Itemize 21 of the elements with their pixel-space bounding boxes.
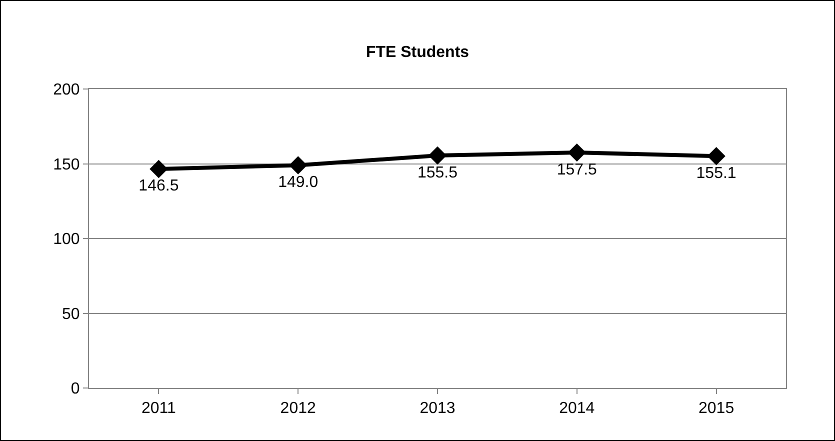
x-tick-label: 2011 <box>141 400 176 418</box>
data-label: 157.5 <box>556 161 598 178</box>
y-tick-label: 200 <box>53 82 80 99</box>
x-tick-label: 2012 <box>280 400 316 418</box>
x-tick-label: 2015 <box>698 400 734 418</box>
data-label: 146.5 <box>138 178 179 195</box>
point <box>428 146 447 165</box>
y-tick-label: 50 <box>62 306 80 323</box>
chart-title: FTE Students <box>366 44 470 62</box>
data-label: 149.0 <box>278 174 318 191</box>
point <box>289 156 308 174</box>
point <box>568 143 586 162</box>
y-tick-label: 150 <box>53 156 80 174</box>
x-tick-label: 2014 <box>559 400 595 418</box>
x-tick-label: 2013 <box>420 400 456 418</box>
data-label: 155.5 <box>417 164 458 182</box>
data-label: 155.1 <box>696 164 736 182</box>
y-tick-label: 100 <box>53 231 80 248</box>
point <box>150 160 168 178</box>
point <box>707 147 726 166</box>
y-tick-label: 0 <box>70 380 80 398</box>
